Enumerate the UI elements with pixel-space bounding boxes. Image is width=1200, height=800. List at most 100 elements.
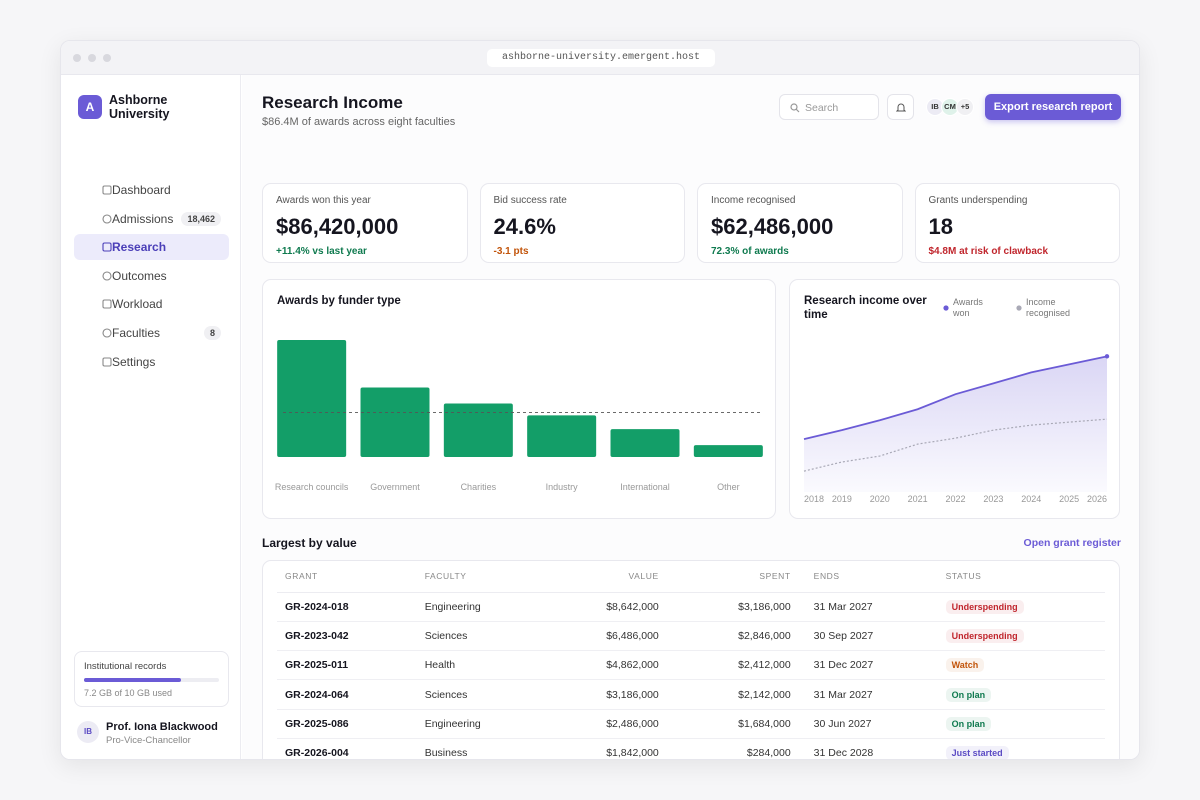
- nav-label: Dashboard: [112, 183, 171, 197]
- kpi-value: $62,486,000: [711, 214, 834, 239]
- nav-item[interactable]: Outcomes: [74, 263, 229, 289]
- nav-item[interactable]: Research: [74, 234, 229, 261]
- table-row: GR-2024-064 Sciences $3,186,000 $2,142,000 3…: [277, 679, 1105, 710]
- icon-shape: [102, 185, 112, 195]
- end-point: [1104, 354, 1110, 359]
- nav-label: Settings: [112, 354, 156, 369]
- storage-track: [84, 678, 219, 682]
- cell: 30 Sep 2027: [805, 621, 938, 652]
- table-title: Largest by value: [262, 536, 357, 550]
- line-chart-card: Research income over time Awards won Income r…: [789, 279, 1120, 519]
- nav-icon: [102, 271, 112, 281]
- legend-line: Income: [1026, 297, 1056, 307]
- kpi-card: Awards won this year $86,420,000 +11.4% vs…: [262, 183, 468, 263]
- page-title: Research Income: [262, 93, 403, 112]
- x-tick-label: 2019: [832, 494, 852, 504]
- table-row: GR-2023-042 Sciences $6,486,000 $2,846,000 3…: [277, 621, 1105, 652]
- nav-item[interactable]: Dashboard: [74, 177, 229, 203]
- storage-bar: [84, 678, 182, 682]
- nav-label: Workload: [112, 297, 163, 312]
- nav-label: Faculties: [112, 326, 161, 340]
- status-chip: Underspending: [945, 628, 1024, 643]
- status-chip: Watch: [945, 658, 985, 673]
- nav-icon: [102, 357, 112, 367]
- cell: Sciences: [416, 621, 542, 652]
- x-tick-label: 2018: [804, 494, 824, 504]
- nav-item[interactable]: Faculties 8: [74, 320, 229, 346]
- nav-label: Admissions: [112, 211, 174, 226]
- x-tick-label: 2025: [1059, 494, 1079, 504]
- user-name: Prof. Iona Blackwood: [106, 721, 218, 733]
- nav-label: Research: [112, 240, 167, 255]
- search-box[interactable]: Search: [779, 94, 879, 120]
- cell: $6,486,000: [541, 621, 674, 652]
- kpi-label: Awards won this year: [276, 195, 371, 206]
- nav-icon: [102, 299, 112, 309]
- cell: $2,142,000: [673, 679, 806, 710]
- cell: $2,412,000: [673, 650, 806, 681]
- bar: [693, 445, 763, 457]
- cell: $8,642,000: [541, 592, 674, 622]
- kpi-delta: 72.3% of awards: [711, 246, 789, 257]
- page-subtitle: $86.4M of awards across eight faculties: [262, 116, 456, 128]
- bar: [443, 403, 513, 457]
- legend-dot: [943, 305, 949, 311]
- kpi-value: $86,420,000: [276, 214, 399, 239]
- column-header: FACULTY: [416, 561, 542, 593]
- chart-title: Awards by funder type: [277, 295, 401, 307]
- kpi-card: Grants underspending 18 $4.8M at risk of c…: [914, 183, 1120, 263]
- cell: $2,486,000: [541, 709, 674, 739]
- export-button[interactable]: Export research report: [985, 94, 1121, 120]
- bar: [610, 429, 680, 457]
- table-row: GR-2024-018 Engineering $8,642,000 $3,186,0…: [277, 592, 1105, 622]
- notifications-button[interactable]: [887, 94, 914, 120]
- legend-dot: [1016, 305, 1022, 311]
- kpi-delta: +11.4% vs last year: [276, 246, 367, 257]
- legend-label: Awards won: [952, 297, 983, 318]
- series-line: [803, 418, 1108, 472]
- x-tick-label: 2024: [1021, 494, 1041, 504]
- title-bar: ashborne-university.emergent.host: [61, 41, 1139, 75]
- table-row: GR-2025-011 Health $4,862,000 $2,412,000 31 …: [277, 650, 1105, 681]
- browser-window: ashborne-university.emergent.host A Ashb…: [60, 40, 1140, 760]
- column-header: STATUS: [937, 561, 1105, 593]
- cell: Underspending: [937, 621, 1105, 652]
- bar-chart: Awards by funder type Research councils Go…: [275, 295, 763, 492]
- chart-title: Research income over time: [804, 295, 927, 321]
- cell: Engineering: [416, 709, 542, 739]
- bar: [360, 387, 430, 457]
- column-header: GRANT: [277, 561, 417, 593]
- x-tick-label: 2023: [983, 494, 1003, 504]
- nav-icon: [102, 328, 112, 338]
- status-chip: Just started: [945, 746, 1009, 759]
- cell: Just started: [938, 738, 1105, 759]
- x-tick-label: 2021: [908, 494, 928, 504]
- search-icon: [790, 103, 800, 113]
- kpi-card: Bid success rate 24.6% -3.1 pts: [479, 183, 685, 263]
- kpi-label: Income recognised: [711, 195, 796, 206]
- table-link[interactable]: Open grant register: [1023, 537, 1121, 549]
- cell: GR-2023-042: [277, 621, 417, 652]
- cell: 31 Mar 2027: [805, 592, 938, 622]
- kpi-label: Grants underspending: [928, 195, 1028, 206]
- brand-logo: A: [78, 95, 102, 119]
- sidebar: A Ashborne University Institutional reco…: [61, 75, 241, 759]
- grants-table: GRANT FACULTY VALUE SPENT ENDS STATUS GR-2024-…: [277, 561, 1105, 760]
- cell: Sciences: [416, 679, 542, 710]
- nav-item[interactable]: Admissions 18,462: [74, 206, 229, 232]
- nav-icon: [102, 242, 112, 252]
- url-bar[interactable]: ashborne-university.emergent.host: [487, 49, 715, 67]
- nav-item[interactable]: Settings: [74, 349, 229, 375]
- icon-shape: [102, 214, 112, 224]
- bar-chart-card: Awards by funder type Research councils Go…: [262, 279, 776, 519]
- cell: GR-2026-004: [285, 747, 349, 760]
- nav-icon: [102, 185, 112, 195]
- nav-item[interactable]: Workload: [74, 291, 229, 317]
- icon-shape: [102, 271, 112, 281]
- nav-badge: 8: [203, 326, 221, 340]
- x-tick-label: Other: [717, 482, 740, 492]
- kpi-label: Bid success rate: [493, 195, 567, 206]
- cell: $1,684,000: [673, 709, 806, 739]
- cell: On plan: [937, 679, 1105, 710]
